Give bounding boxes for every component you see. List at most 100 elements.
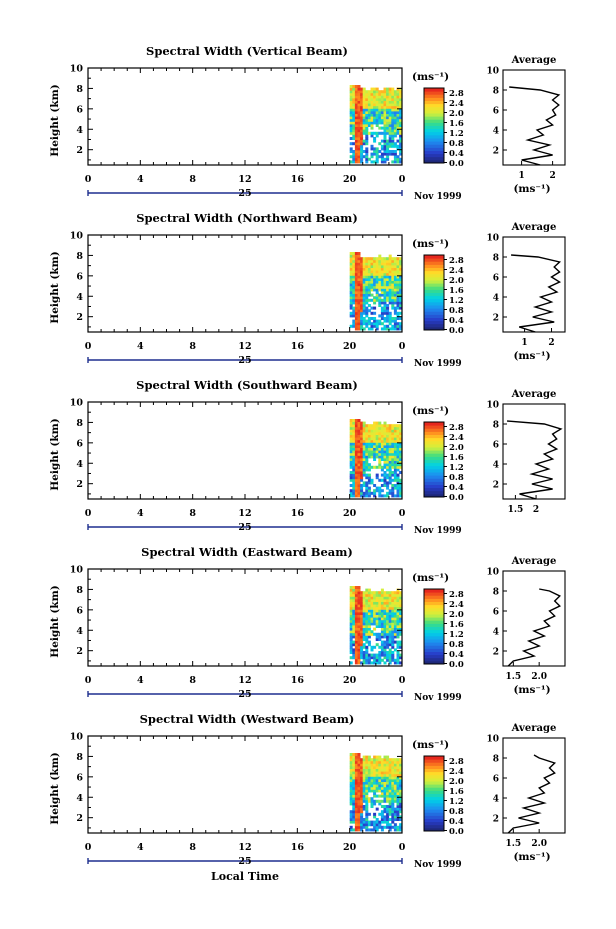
heatmap-cell [349,463,353,467]
heatmap-cell [367,481,371,485]
heatmap-cell [393,275,397,279]
heatmap-cell [354,118,358,122]
heatmap-cell [354,278,358,281]
heatmap-cell [352,763,356,767]
colorbar-swatch [424,450,444,454]
heatmap-cell [349,604,353,608]
heatmap-cell [383,601,387,605]
heatmap-cell [360,489,364,493]
heatmap-cell [365,152,369,156]
heatmap-cell [360,121,364,125]
heatmap-cell [357,812,361,816]
heatmap-cell [399,311,403,315]
heatmap-cell [391,298,395,302]
heatmap-cell [383,810,387,814]
heatmap-cell [399,147,403,151]
heatmap-cell [380,622,384,626]
heatmap-cell [393,766,397,769]
heatmap-cell [393,426,397,430]
heatmap-cell [388,766,392,769]
heatmap-cell [386,447,390,451]
heatmap-cell [378,632,382,636]
heatmap-cell [383,304,387,307]
heatmap-cell [365,645,369,649]
heatmap-cell [362,129,366,133]
heatmap-cell [362,760,366,764]
heatmap-cell [386,105,390,109]
heatmap-cell [380,635,384,639]
heatmap-cell [357,604,361,608]
heatmap-cell [393,478,397,482]
heatmap-cell [373,596,377,600]
heatmap-cell [370,87,374,91]
heatmap-cell [360,779,364,782]
heatmap-cell [362,786,366,790]
heatmap-cell [357,309,361,313]
heatmap-cell [370,155,374,159]
heatmap-cell [367,627,371,631]
heatmap-cell [383,612,387,615]
y-tick-label: 8 [76,752,83,763]
heatmap-cell [399,124,403,127]
heatmap-cell [349,142,353,146]
heatmap-cell [365,494,369,498]
heatmap-cell [375,257,379,261]
colorbar-swatch [424,289,444,293]
heatmap-cell [380,317,384,320]
heatmap-cell [393,291,397,294]
colorbar-swatch [424,447,444,451]
heatmap-cell [399,622,403,626]
average-y-tick-label: 8 [493,87,499,97]
colorbar-tick-label: 0.4 [449,817,464,827]
heatmap-cell [357,625,361,628]
heatmap-cell [393,95,397,99]
heatmap-cell [378,766,382,769]
heatmap-cell [393,463,397,467]
heatmap-cell [352,622,356,626]
heatmap-cell [391,426,395,430]
heatmap-cell [349,473,353,477]
heatmap-cell [360,434,364,438]
heatmap-cell [388,812,392,816]
heatmap-cell [354,288,358,292]
heatmap-cell [370,298,374,302]
heatmap-cell [349,452,353,456]
heatmap-cell [357,322,361,326]
heatmap-cell [380,591,384,595]
heatmap-cell [393,327,397,331]
heatmap-cell [380,612,384,615]
heatmap-cell [391,113,395,117]
heatmap-cell [352,458,356,461]
average-frame [502,737,566,834]
heatmap-cell [399,763,403,767]
heatmap-cell [375,452,379,456]
heatmap-cell [383,270,387,274]
heatmap-cell [383,437,387,441]
heatmap-cell [375,601,379,605]
heatmap-cell [388,87,392,91]
heatmap-cell [370,758,374,762]
heatmap-cell [396,272,400,276]
heatmap-cell [365,635,369,639]
average-title: Average [511,222,557,233]
heatmap-cell [365,463,369,467]
average-title: Average [511,556,557,567]
heatmap-cell [396,317,400,320]
heatmap-cell [357,442,361,446]
heatmap-cell [354,818,358,821]
heatmap-cell [380,108,384,112]
heatmap-cell [391,458,395,461]
heatmap-cell [367,317,371,320]
heatmap-cell [383,471,387,474]
heatmap-cell [393,296,397,300]
colorbar-swatch [424,437,444,442]
heatmap-cell [365,491,369,495]
heatmap-cell [354,131,358,135]
heatmap-cell [396,815,400,819]
heatmap-cell [357,304,361,307]
colorbar-swatch [424,818,444,823]
heatmap-cell [352,812,356,816]
heatmap-cell [378,155,382,159]
heatmap-cell [354,591,358,595]
heatmap-cell [388,463,392,467]
